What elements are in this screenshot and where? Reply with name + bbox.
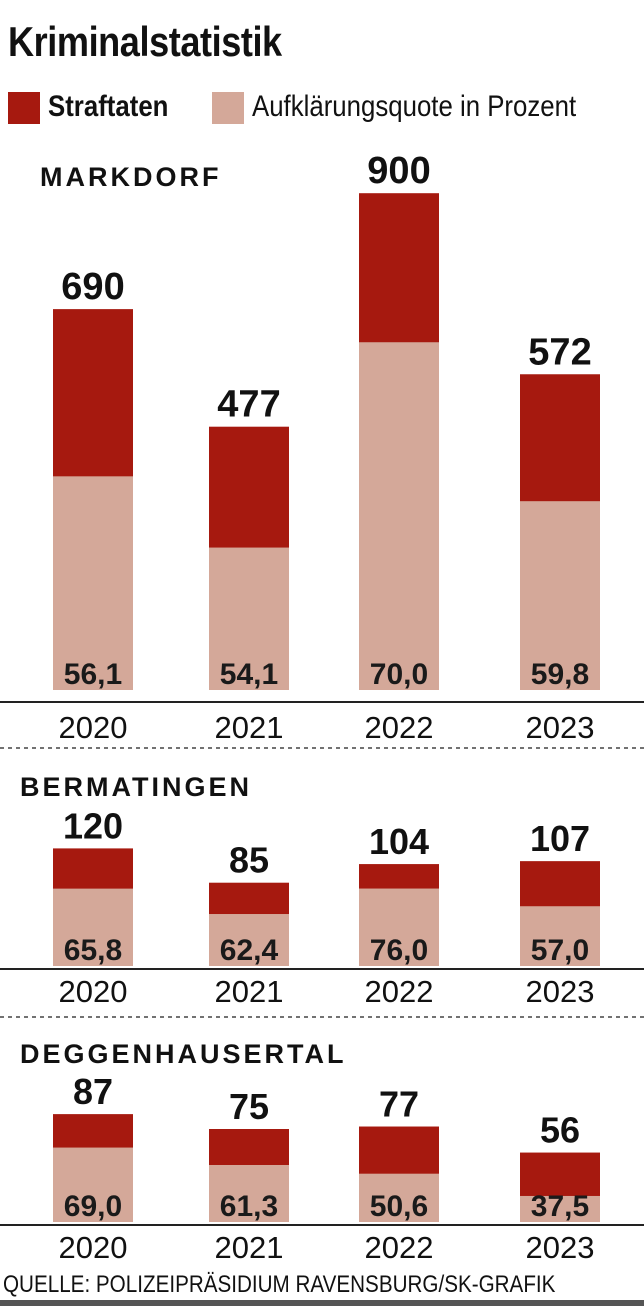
bar-quote-bermatingen-2023	[520, 906, 600, 966]
pct-label-deggenhausertal-2021: 61,3	[220, 1190, 278, 1223]
bar-quote-markdorf-2023	[520, 501, 600, 690]
year-label-bermatingen-2020: 2020	[59, 974, 128, 1009]
value-label-deggenhausertal-2022: 77	[379, 1084, 419, 1125]
bar-quote-deggenhausertal-2022	[359, 1173, 439, 1222]
bar-quote-markdorf-2020	[53, 476, 133, 690]
bar-quote-deggenhausertal-2023	[520, 1195, 600, 1222]
year-label-markdorf-2021: 2021	[215, 710, 284, 745]
year-label-bermatingen-2023: 2023	[526, 974, 595, 1009]
value-label-markdorf-2023: 572	[528, 331, 591, 373]
value-label-bermatingen-2021: 85	[229, 840, 269, 881]
value-label-bermatingen-2020: 120	[63, 805, 123, 846]
pct-label-markdorf-2022: 70,0	[370, 658, 428, 691]
year-label-markdorf-2022: 2022	[365, 710, 434, 745]
legend-label-straftaten: Straftaten	[48, 90, 169, 123]
year-label-deggenhausertal-2022: 2022	[365, 1230, 434, 1265]
chart-title: Kriminalstatistik	[8, 18, 282, 65]
legend-swatch-straftaten	[8, 92, 40, 124]
value-label-bermatingen-2023: 107	[530, 818, 590, 859]
year-label-markdorf-2023: 2023	[526, 710, 595, 745]
pct-label-bermatingen-2020: 65,8	[64, 934, 122, 967]
section-title-deggenhausertal: DEGGENHAUSERTAL	[20, 1039, 347, 1069]
year-label-markdorf-2020: 2020	[59, 710, 128, 745]
source-note: QUELLE: POLIZEIPRÄSIDIUM RAVENSBURG/SK-G…	[3, 1271, 556, 1298]
bar-quote-bermatingen-2021	[209, 914, 289, 966]
value-label-markdorf-2021: 477	[217, 384, 280, 426]
bar-quote-markdorf-2021	[209, 547, 289, 690]
year-label-deggenhausertal-2023: 2023	[526, 1230, 595, 1265]
pct-label-deggenhausertal-2022: 50,6	[370, 1190, 428, 1223]
value-label-deggenhausertal-2020: 87	[73, 1071, 113, 1112]
pct-label-bermatingen-2022: 76,0	[370, 934, 428, 967]
pct-label-deggenhausertal-2023: 37,5	[531, 1190, 589, 1223]
bar-quote-markdorf-2022	[359, 342, 439, 690]
year-label-bermatingen-2021: 2021	[215, 974, 284, 1009]
bar-quote-deggenhausertal-2020	[53, 1147, 133, 1222]
section-title-bermatingen: BERMATINGEN	[20, 772, 252, 802]
value-label-deggenhausertal-2021: 75	[229, 1086, 269, 1127]
legend-swatch-aufklaerungsquote	[212, 92, 244, 124]
value-label-bermatingen-2022: 104	[369, 821, 429, 862]
pct-label-markdorf-2023: 59,8	[531, 658, 589, 691]
value-label-deggenhausertal-2023: 56	[540, 1110, 580, 1151]
pct-label-markdorf-2021: 54,1	[220, 658, 278, 691]
bar-quote-bermatingen-2022	[359, 888, 439, 966]
bar-quote-bermatingen-2020	[53, 888, 133, 966]
section-title-markdorf: MARKDORF	[40, 162, 221, 192]
pct-label-markdorf-2020: 56,1	[64, 658, 122, 691]
year-label-bermatingen-2022: 2022	[365, 974, 434, 1009]
bar-quote-deggenhausertal-2021	[209, 1164, 289, 1222]
legend: Straftaten Aufklärungsquote in Prozent	[8, 88, 644, 128]
value-label-markdorf-2022: 900	[367, 150, 430, 192]
pct-label-deggenhausertal-2020: 69,0	[64, 1190, 122, 1223]
year-label-deggenhausertal-2021: 2021	[215, 1230, 284, 1265]
bottom-bar	[0, 1300, 644, 1306]
year-label-deggenhausertal-2020: 2020	[59, 1230, 128, 1265]
value-label-markdorf-2020: 690	[61, 266, 124, 308]
legend-label-aufklaerungsquote: Aufklärungsquote in Prozent	[252, 90, 577, 123]
pct-label-bermatingen-2023: 57,0	[531, 934, 589, 967]
pct-label-bermatingen-2021: 62,4	[220, 934, 279, 967]
